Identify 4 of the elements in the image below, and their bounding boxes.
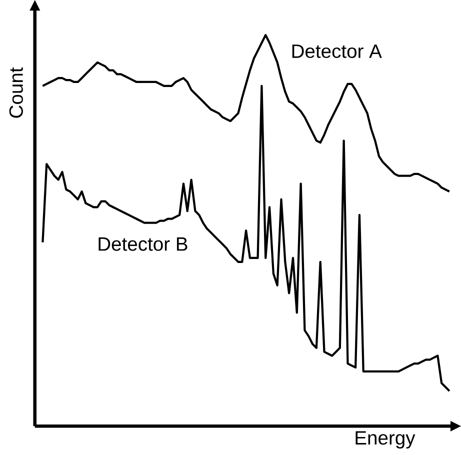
- series-label: Detector A: [292, 44, 382, 58]
- x-axis-title: Energy: [356, 431, 416, 449]
- series-label: Detector B: [98, 237, 188, 251]
- y-axis-title: Count: [9, 67, 23, 118]
